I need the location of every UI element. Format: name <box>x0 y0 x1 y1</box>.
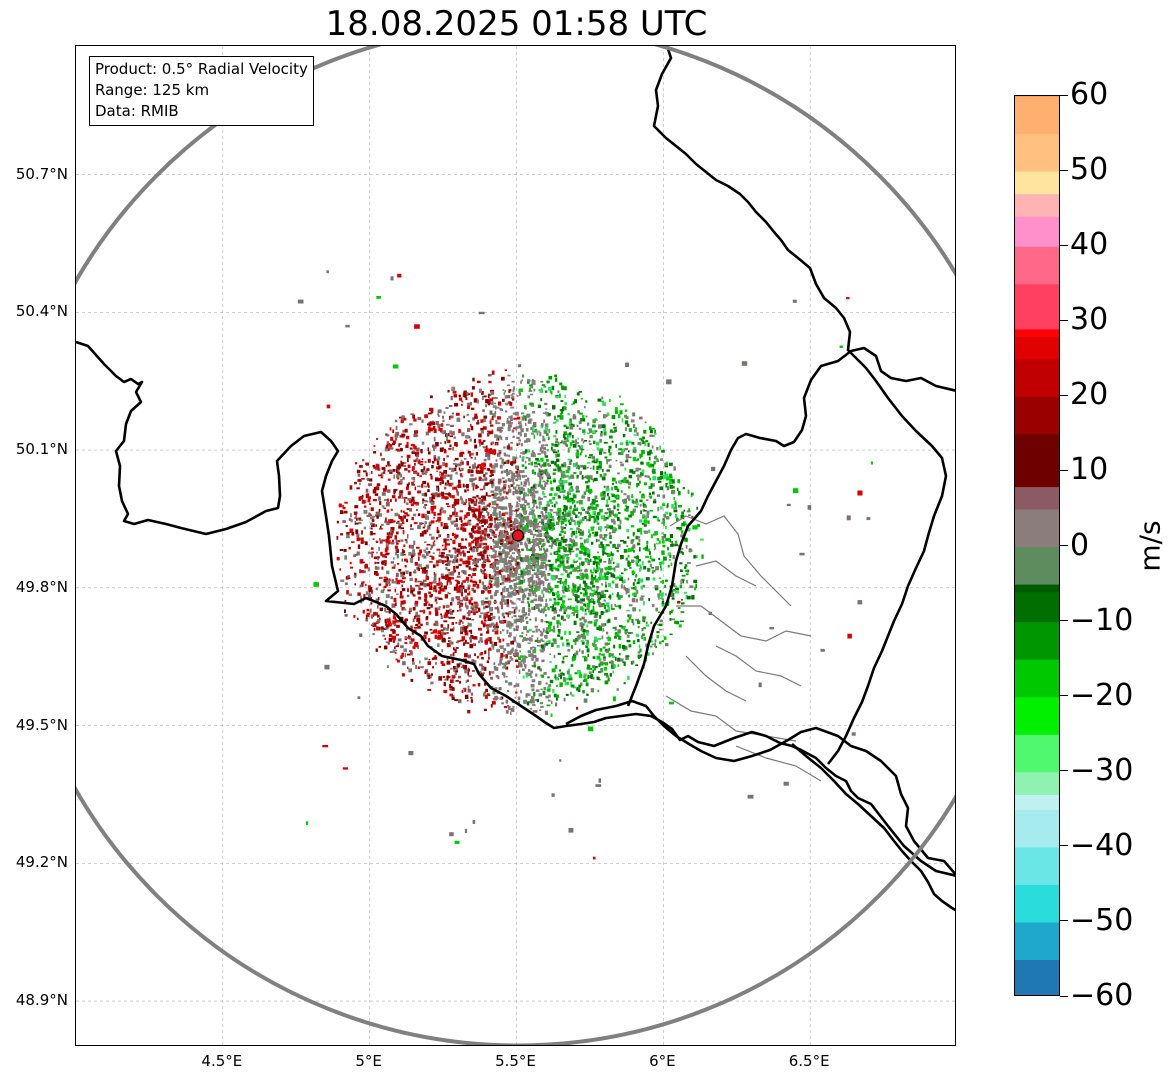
colorbar-segment <box>1015 584 1059 593</box>
lat-tick-label: 50.4°N <box>15 302 68 321</box>
colorbar-gradient <box>1015 96 1059 995</box>
colorbar-tick-label: −40 <box>1070 827 1134 863</box>
colorbar-tick-label: 30 <box>1070 302 1109 338</box>
range-label: Range: 125 km <box>95 81 210 99</box>
colorbar-segment <box>1015 734 1059 773</box>
colorbar-segment <box>1015 246 1059 285</box>
lon-tick-label: 5°E <box>355 1052 382 1070</box>
colorbar-tick-label: −50 <box>1070 902 1134 938</box>
colorbar-segment <box>1015 96 1059 97</box>
colorbar-tick <box>1060 169 1068 171</box>
colorbar-segment <box>1015 396 1059 435</box>
colorbar-segment <box>1015 216 1059 247</box>
colorbar-segment <box>1015 921 1059 960</box>
colorbar-tick <box>1060 94 1068 96</box>
colorbar-tick-label: 50 <box>1070 152 1109 188</box>
colorbar-segment <box>1015 171 1059 195</box>
colorbar-segment <box>1015 809 1059 848</box>
colorbar-tick-label: 40 <box>1070 227 1109 263</box>
colorbar-segment <box>1015 358 1059 397</box>
colorbar-tick-label: −60 <box>1070 978 1134 1013</box>
colorbar-segment <box>1015 509 1059 548</box>
colorbar-segment <box>1015 696 1059 735</box>
colorbar-tick <box>1060 545 1068 546</box>
colorbar-segment <box>1015 336 1059 360</box>
radar-site-marker[interactable] <box>511 529 525 542</box>
product-info-box: Product: 0.5° Radial Velocity Range: 125… <box>89 56 314 126</box>
map-canvas[interactable] <box>76 46 956 1046</box>
colorbar-segment <box>1015 884 1059 923</box>
colorbar-tick <box>1060 920 1068 922</box>
colorbar-segment <box>1015 794 1059 810</box>
colorbar-tick-label: −30 <box>1070 752 1134 788</box>
colorbar-tick-label: −20 <box>1070 677 1134 713</box>
colorbar-tick <box>1060 244 1068 246</box>
lon-tick-label: 5.5°E <box>495 1052 536 1070</box>
data-source-label: Data: RMIB <box>95 102 179 120</box>
colorbar-tick <box>1060 995 1068 997</box>
map-title: 18.08.2025 01:58 UTC <box>325 4 708 44</box>
colorbar-unit-label: m/s <box>1133 520 1167 572</box>
lat-tick-label: 49.8°N <box>15 577 68 596</box>
colorbar <box>1014 95 1060 996</box>
lat-tick-label: 48.9°N <box>15 991 68 1010</box>
lat-tick-label: 49.5°N <box>15 715 68 734</box>
colorbar-segment <box>1015 96 1059 135</box>
colorbar-tick <box>1060 620 1068 622</box>
colorbar-tick <box>1060 770 1068 772</box>
colorbar-segment <box>1015 659 1059 698</box>
colorbar-segment <box>1015 771 1059 795</box>
colorbar-tick <box>1060 845 1068 847</box>
colorbar-tick <box>1060 319 1068 321</box>
colorbar-segment <box>1015 328 1059 337</box>
colorbar-segment <box>1015 546 1059 585</box>
lon-tick-label: 6.5°E <box>788 1052 830 1070</box>
colorbar-tick-label: 20 <box>1070 377 1109 413</box>
border-france-south <box>791 743 955 912</box>
colorbar-tick <box>1060 394 1068 396</box>
colorbar-segment <box>1015 486 1059 510</box>
lon-tick-label: 6°E <box>649 1052 676 1070</box>
lat-tick-label: 50.1°N <box>15 440 68 459</box>
colorbar-tick-label: 0 <box>1070 527 1090 563</box>
country-borders <box>76 46 955 912</box>
colorbar-segment <box>1015 133 1059 172</box>
border-germany-north <box>652 46 948 765</box>
map-panel[interactable] <box>75 45 956 1046</box>
colorbar-segment <box>1015 433 1059 488</box>
colorbar-tick-label: 10 <box>1070 452 1109 488</box>
colorbar-segment <box>1015 621 1059 660</box>
lon-tick-label: 4.5°E <box>201 1052 243 1070</box>
border-luxembourg-east <box>565 346 955 876</box>
colorbar-tick <box>1060 695 1068 697</box>
velocity-echoes <box>297 270 873 860</box>
border-belgium-west <box>76 340 955 877</box>
colorbar-segment <box>1015 846 1059 885</box>
colorbar-segment <box>1015 283 1059 330</box>
colorbar-segment <box>1015 591 1059 623</box>
colorbar-tick-label: −10 <box>1070 602 1134 638</box>
colorbar-tick <box>1060 469 1068 471</box>
colorbar-segment <box>1015 959 1059 995</box>
colorbar-segment <box>1015 193 1059 217</box>
colorbar-tick-label: 60 <box>1070 77 1109 112</box>
product-label: Product: 0.5° Radial Velocity <box>95 60 308 78</box>
lat-tick-label: 50.7°N <box>15 164 68 183</box>
lat-tick-label: 49.2°N <box>15 853 68 872</box>
regional-borders <box>665 515 822 782</box>
